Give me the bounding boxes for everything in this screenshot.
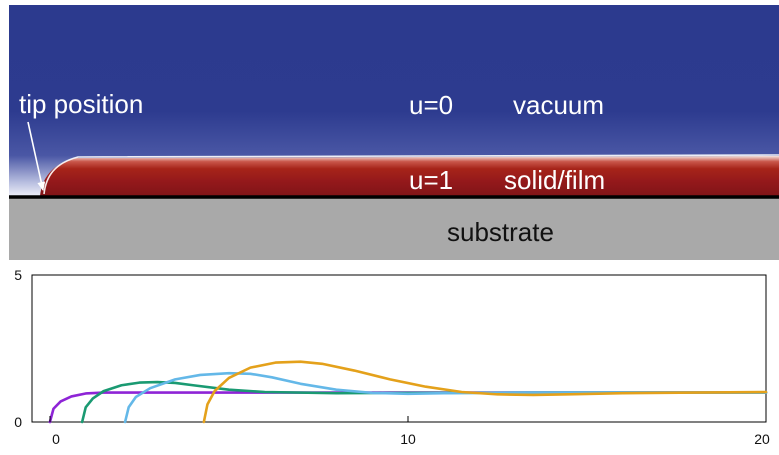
tip-position-label: tip position bbox=[19, 89, 143, 119]
y-tick-label-5: 5 bbox=[14, 267, 22, 283]
vacuum-label: vacuum bbox=[513, 90, 604, 120]
simulation-panel: tip position u=0 vacuum u=1 solid/film s… bbox=[9, 5, 779, 260]
film-label: solid/film bbox=[504, 165, 605, 195]
x-tick-label-10: 10 bbox=[400, 431, 416, 447]
profile-chart: 5 0 0 10 20 bbox=[14, 267, 770, 447]
u1-label: u=1 bbox=[409, 165, 453, 195]
x-tick-label-20: 20 bbox=[754, 431, 770, 447]
substrate-label: substrate bbox=[447, 217, 554, 247]
substrate-region bbox=[9, 198, 779, 260]
film-region bbox=[40, 156, 779, 196]
x-tick-label-0: 0 bbox=[52, 431, 60, 447]
u0-label: u=0 bbox=[409, 90, 453, 120]
tip-position-arrow bbox=[27, 121, 46, 191]
chart-series-group bbox=[48, 360, 768, 424]
y-tick-label-0: 0 bbox=[14, 414, 22, 430]
plot-frame bbox=[31, 274, 767, 423]
film-profile-line-4 bbox=[202, 360, 768, 424]
